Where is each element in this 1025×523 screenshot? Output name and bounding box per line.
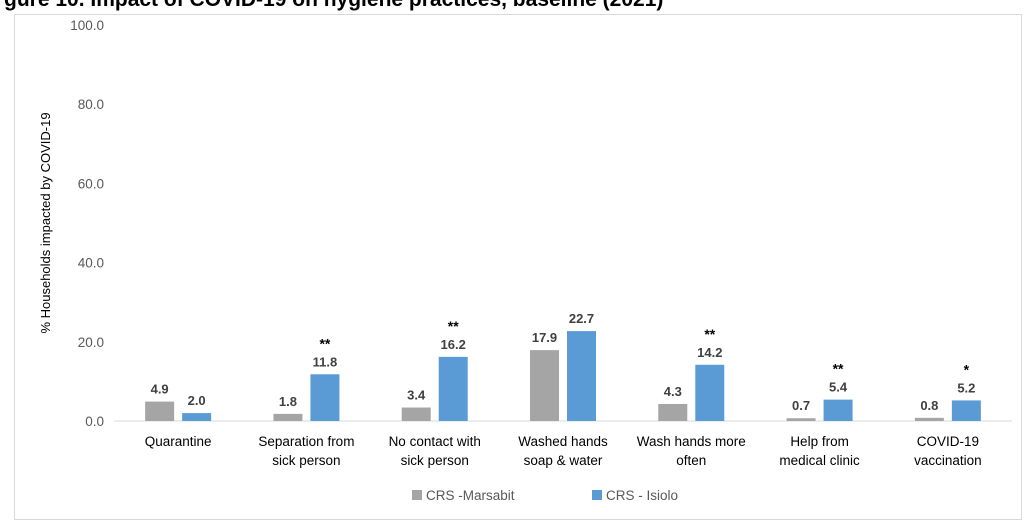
- x-tick-label: vaccination: [914, 453, 982, 468]
- data-label: 17.9: [532, 330, 557, 345]
- significance-marker: **: [448, 318, 459, 334]
- legend-entry: CRS -Marsabit: [426, 488, 515, 503]
- bar: [567, 331, 596, 421]
- x-tick-label: COVID-19: [917, 434, 979, 449]
- significance-marker: **: [833, 361, 844, 377]
- y-tick-label: 40.0: [78, 256, 104, 271]
- category-labels: Quarantine Separation from sick person No c…: [145, 434, 982, 468]
- significance-marker: *: [964, 361, 970, 377]
- x-tick-label: No contact with: [389, 434, 481, 449]
- data-label: 1.8: [279, 394, 297, 409]
- y-tick-label: 20.0: [78, 335, 104, 350]
- y-tick-label: 0.0: [85, 414, 104, 429]
- y-axis-ticks: 0.0 20.0 40.0 60.0 80.0 100.0: [70, 18, 104, 429]
- legend-entry: CRS - Isiolo: [606, 488, 678, 503]
- bar: [695, 364, 725, 421]
- x-tick-label: medical clinic: [779, 453, 860, 468]
- bar: [786, 418, 816, 421]
- x-tick-label: sick person: [401, 453, 469, 468]
- x-tick-label: Separation from: [258, 434, 354, 449]
- chart-title: gure 10. Impact of COVID-19 on hygiene p…: [4, 0, 663, 12]
- legend-swatch: [592, 490, 602, 500]
- data-label: 22.7: [569, 311, 594, 326]
- data-label: 5.4: [829, 380, 848, 395]
- bar: [438, 356, 468, 421]
- data-label: 0.7: [792, 398, 810, 413]
- x-tick-label: Quarantine: [145, 434, 212, 449]
- legend-swatch: [412, 490, 422, 500]
- y-tick-label: 60.0: [78, 176, 104, 191]
- data-label: 4.9: [151, 382, 169, 397]
- bar: [823, 399, 853, 421]
- data-label: 3.4: [407, 388, 426, 403]
- data-label: 4.3: [664, 384, 682, 399]
- bar: [914, 417, 944, 421]
- x-tick-label: sick person: [272, 453, 340, 468]
- y-tick-label: 80.0: [78, 97, 104, 112]
- legend: CRS -Marsabit CRS - Isiolo: [412, 488, 678, 503]
- x-tick-label: Washed hands: [518, 434, 608, 449]
- bar: [273, 413, 303, 421]
- y-tick-label: 100.0: [70, 18, 104, 33]
- bar: [401, 407, 431, 421]
- bar: [658, 403, 688, 421]
- x-tick-label: Help from: [790, 434, 849, 449]
- data-label: 5.2: [957, 380, 975, 395]
- chart-frame: [14, 14, 1022, 520]
- data-label: 14.2: [697, 345, 722, 360]
- chart-title-strip: gure 10. Impact of COVID-19 on hygiene p…: [0, 0, 1025, 14]
- x-tick-label: Wash hands more: [637, 434, 746, 449]
- x-tick-label: often: [676, 453, 706, 468]
- bars: 4.9 2.0 1.8 11.8 ** 3.4 16.2 ** 17.9 22.7 4.3 14.2 *…: [145, 311, 981, 421]
- bar: [951, 400, 981, 421]
- x-tick-label: soap & water: [524, 453, 603, 468]
- data-label: 0.8: [920, 398, 938, 413]
- significance-marker: **: [704, 326, 715, 342]
- significance-marker: **: [319, 335, 330, 351]
- bar: [310, 374, 340, 421]
- bar: [145, 401, 175, 421]
- bar: [182, 413, 212, 421]
- data-label: 16.2: [441, 337, 466, 352]
- data-label: 11.8: [313, 354, 338, 369]
- data-label: 2.0: [188, 393, 206, 408]
- bar: [530, 350, 559, 421]
- y-axis-label: % Households impacted by COVID-19: [38, 112, 53, 333]
